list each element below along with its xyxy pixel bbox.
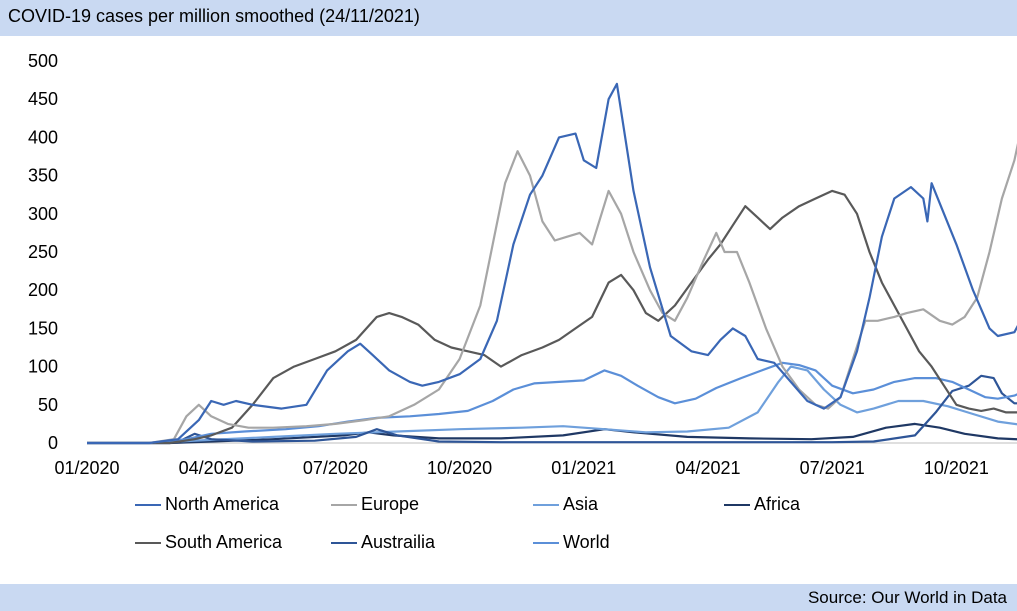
legend-label: Asia xyxy=(563,494,599,514)
line-chart: 0 50 100 150 200 250 300 350 400 450 500 01/2020 04/… xyxy=(28,51,1017,478)
footer-bar: Source: Our World in Data xyxy=(0,584,1017,611)
series-line-asia xyxy=(87,365,1017,445)
legend-label: Europe xyxy=(361,494,420,514)
legend-label: North America xyxy=(165,494,280,514)
series-line-north-america xyxy=(87,82,1017,445)
legend-item-asia: Asia xyxy=(533,494,598,515)
y-tick-label: 300 xyxy=(28,204,58,224)
legend-item-south-america: South America xyxy=(135,532,282,553)
y-tick-label: 50 xyxy=(38,395,58,415)
x-tick-label: 04/2021 xyxy=(675,458,740,478)
legend-label: Austrailia xyxy=(361,532,436,552)
legend-item-europe: Europe xyxy=(331,494,419,515)
legend-swatch xyxy=(135,541,161,544)
legend-swatch xyxy=(331,503,357,506)
y-tick-label: 200 xyxy=(28,280,58,300)
legend-swatch xyxy=(724,503,750,506)
series-line-europe xyxy=(87,143,1017,445)
x-tick-label: 04/2020 xyxy=(179,458,244,478)
legend-swatch xyxy=(331,541,357,544)
y-tick-label: 0 xyxy=(48,433,58,453)
y-tick-label: 500 xyxy=(28,51,58,71)
series-line-austrailia xyxy=(87,374,1017,445)
series-line-south-america xyxy=(87,189,1017,445)
legend-swatch xyxy=(135,503,161,506)
y-tick-label: 250 xyxy=(28,242,58,262)
x-tick-label: 10/2021 xyxy=(924,458,989,478)
y-tick-label: 100 xyxy=(28,357,58,377)
legend-item-austrailia: Austrailia xyxy=(331,532,435,553)
legend-label: South America xyxy=(165,532,283,552)
legend-label: Africa xyxy=(754,494,801,514)
x-tick-label: 07/2021 xyxy=(800,458,865,478)
y-tick-label: 350 xyxy=(28,166,58,186)
x-tick-label: 01/2021 xyxy=(551,458,616,478)
y-tick-label: 400 xyxy=(28,127,58,147)
legend-item-world: World xyxy=(533,532,610,553)
legend-item-africa: Africa xyxy=(724,494,800,515)
legend-item-north-america: North America xyxy=(135,494,279,515)
legend-swatch xyxy=(533,503,559,506)
y-tick-label: 150 xyxy=(28,318,58,338)
y-tick-label: 450 xyxy=(28,89,58,109)
title-bar: COVID-19 cases per million smoothed (24/… xyxy=(0,0,1017,36)
x-tick-label: 01/2020 xyxy=(54,458,119,478)
x-tick-label: 07/2020 xyxy=(303,458,368,478)
source-note: Source: Our World in Data xyxy=(807,588,1007,607)
x-tick-label: 10/2020 xyxy=(427,458,492,478)
chart-title: COVID-19 cases per million smoothed (24/… xyxy=(8,6,420,26)
legend-swatch xyxy=(533,541,559,544)
legend-label: World xyxy=(563,532,610,552)
